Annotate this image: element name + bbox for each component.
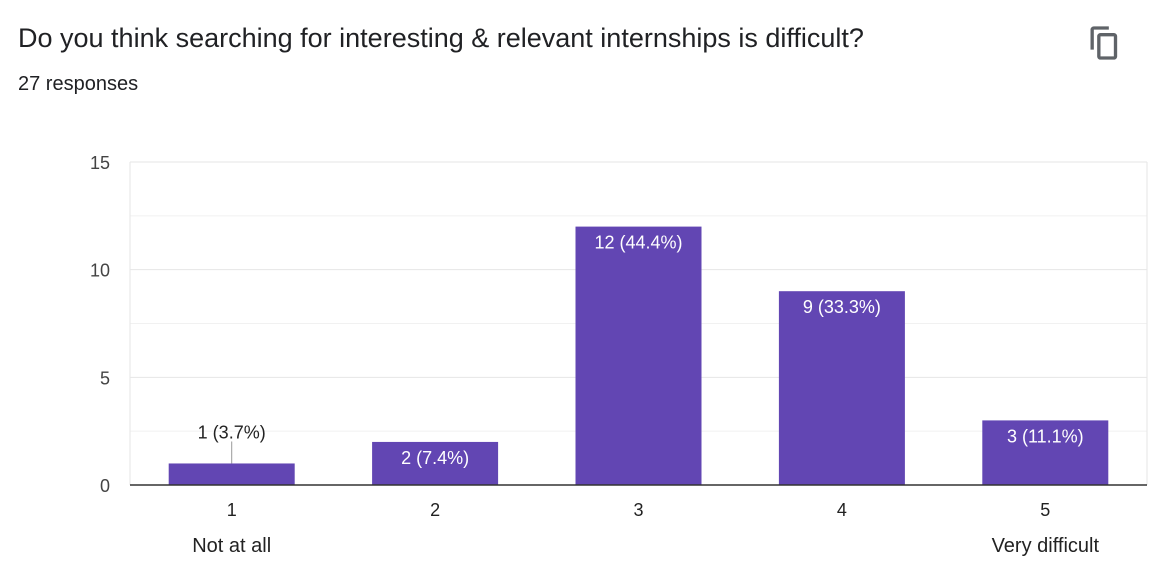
question-title: Do you think searching for interesting &… <box>18 23 864 53</box>
copy-chart-button[interactable] <box>1080 20 1126 66</box>
bar-data-label: 3 (11.1%) <box>1007 426 1084 446</box>
response-count: 27 responses <box>18 73 139 95</box>
y-tick-label: 5 <box>100 368 110 388</box>
x-category-label: 3 <box>633 500 643 520</box>
x-category-label: 2 <box>430 500 440 520</box>
x-category-sublabel: Very difficult <box>992 535 1100 557</box>
bar <box>168 463 295 485</box>
bar-data-label: 9 (33.3%) <box>803 297 881 317</box>
x-category-sublabel: Not at all <box>192 535 271 557</box>
y-tick-label: 15 <box>90 153 110 173</box>
y-tick-label: 10 <box>90 261 110 281</box>
copy-icon <box>1090 26 1118 60</box>
bar-data-label: 1 (3.7%) <box>198 422 266 442</box>
bar-data-label: 2 (7.4%) <box>401 448 469 468</box>
bar <box>372 441 499 485</box>
x-category-label: 4 <box>837 500 847 520</box>
bar <box>982 420 1109 485</box>
bar <box>575 226 702 485</box>
bar-data-label: 12 (44.4%) <box>594 233 682 253</box>
x-category-label: 5 <box>1040 500 1050 520</box>
y-tick-label: 0 <box>100 476 110 496</box>
x-category-label: 1 <box>227 500 237 520</box>
bar <box>778 291 905 485</box>
